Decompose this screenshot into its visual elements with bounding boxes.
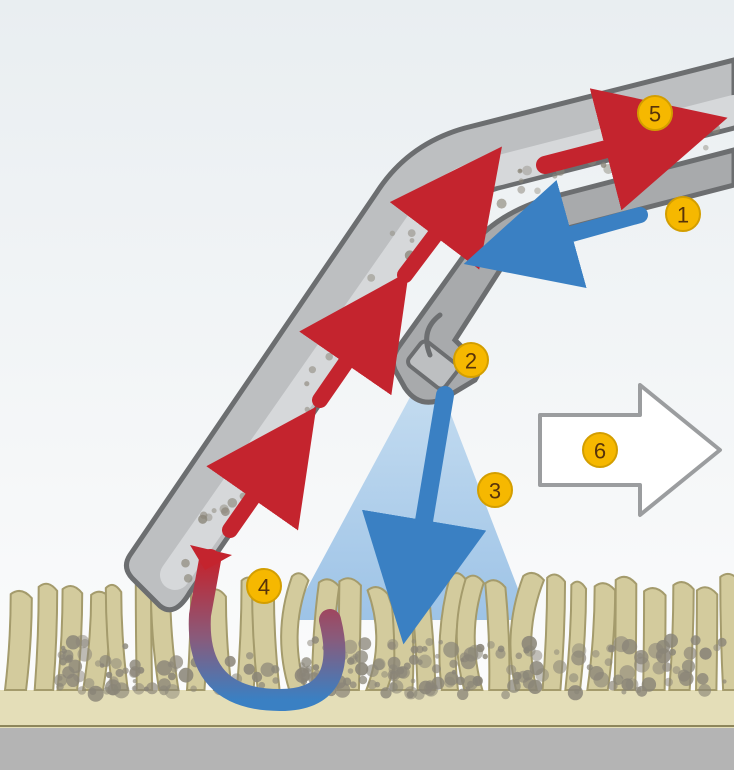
svg-text:4: 4 — [258, 575, 270, 600]
carpet-base — [0, 690, 734, 728]
svg-text:2: 2 — [465, 349, 477, 374]
badge-6: 6 — [583, 433, 617, 467]
badge-2: 2 — [454, 343, 488, 377]
badge-4: 4 — [247, 569, 281, 603]
diagram-root: 1 2 3 4 5 6 — [0, 0, 734, 770]
svg-text:3: 3 — [489, 479, 501, 504]
floor-strip — [0, 725, 734, 770]
svg-text:5: 5 — [649, 102, 661, 127]
badge-3: 3 — [478, 473, 512, 507]
badge-5: 5 — [638, 96, 672, 130]
svg-text:6: 6 — [594, 439, 606, 464]
svg-text:1: 1 — [677, 203, 689, 228]
badge-1: 1 — [666, 197, 700, 231]
